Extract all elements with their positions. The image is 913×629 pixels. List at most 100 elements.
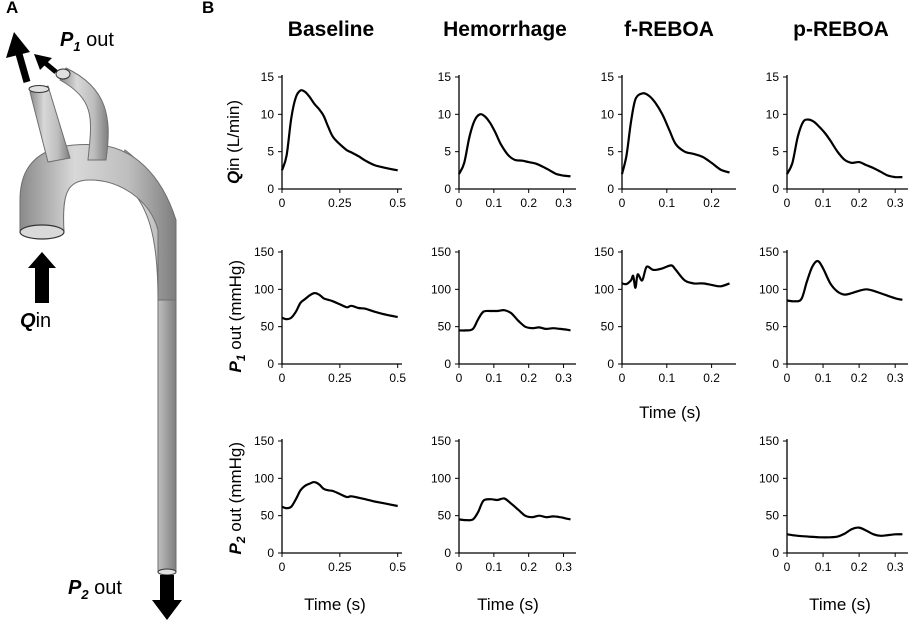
qin-arrow-icon [28, 252, 56, 303]
x-tick-label: 0.2 [703, 196, 720, 210]
x-tick-label: 0.2 [520, 196, 537, 210]
y-tick-label: 10 [438, 107, 452, 121]
y-tick-label: 15 [438, 70, 452, 84]
p1-out-label: P1 out [60, 29, 114, 54]
y-tick-label: 5 [267, 145, 274, 159]
x-tick-label: 0 [784, 196, 791, 210]
y-tick-label: 15 [601, 70, 615, 84]
y-tick-label: 0 [444, 357, 451, 371]
time-label-baseline: Time (s) [304, 595, 366, 614]
p2-out-label: P2 out [68, 577, 122, 602]
y-tick-label: 0 [607, 182, 614, 196]
y-tick-label: 0 [444, 546, 451, 560]
chart-q-preboa: 0 5 10 15 0 0.1 0.2 0.3 [766, 70, 908, 210]
panel-label-a: A [6, 0, 19, 17]
qin-label: Qin [20, 310, 52, 332]
column-title-f-reboa: f-REBOA [624, 18, 714, 41]
y-tick-label: 0 [607, 357, 614, 371]
series-line-p1 [621, 264, 730, 289]
p1-out-arrow-small-icon [34, 54, 58, 74]
x-tick-label: 0 [619, 196, 626, 210]
x-tick-label: 0.3 [887, 196, 904, 210]
x-tick-label: 0.3 [555, 560, 572, 574]
column-title-hemorrhage: Hemorrhage [443, 18, 567, 41]
x-tick-label: 0 [619, 371, 626, 385]
panel-label-b: B [202, 0, 215, 17]
y-tick-label: 150 [759, 434, 779, 448]
series-line-p2 [281, 480, 398, 510]
y-tick-label: 10 [766, 107, 780, 121]
y-tick-label: 10 [601, 107, 615, 121]
x-tick-label: 0.25 [328, 371, 352, 385]
y-tick-label: 50 [438, 509, 452, 523]
y-tick-label: 15 [766, 70, 780, 84]
time-label-f-reboa: Time (s) [639, 403, 701, 422]
y-tick-label: 100 [254, 282, 274, 296]
p1-out-arrow-icon [6, 32, 31, 83]
series-line-p2 [786, 526, 903, 539]
chart-p1-hemorrhage: 0 50 100 150 0 0.1 0.2 0.3 [431, 245, 576, 385]
x-tick-label: 0.1 [658, 196, 675, 210]
chart-p2-preboa: 0 50 100 150 0 0.1 0.2 0.3 [759, 434, 908, 574]
x-tick-label: 0.3 [555, 371, 572, 385]
x-tick-label: 0.5 [389, 371, 406, 385]
aorta-model [6, 32, 182, 620]
series-line-p1 [458, 309, 571, 332]
y-tick-label: 15 [261, 70, 275, 84]
y-tick-label: 50 [766, 509, 780, 523]
chart-p1-freboa: 0 50 100 150 0 0.1 0.2 [594, 245, 736, 385]
y-tick-label: 5 [607, 145, 614, 159]
y-tick-label: 150 [594, 245, 614, 259]
x-tick-label: 0 [279, 196, 286, 210]
x-tick-label: 0.1 [658, 371, 675, 385]
y-tick-label: 10 [261, 107, 275, 121]
y-tick-label: 150 [759, 245, 779, 259]
x-tick-label: 0 [456, 371, 463, 385]
y-tick-label: 0 [267, 546, 274, 560]
y-tick-label: 0 [444, 182, 451, 196]
chart-q-freboa: 0 5 10 15 0 0.1 0.2 [601, 70, 736, 210]
x-tick-label: 0.2 [520, 560, 537, 574]
y-tick-label: 100 [431, 471, 451, 485]
y-tick-label: 150 [254, 434, 274, 448]
chart-q-baseline: 0 5 10 15 0 0.25 0.5 [261, 70, 407, 210]
x-tick-label: 0 [784, 560, 791, 574]
x-tick-label: 0.2 [851, 371, 868, 385]
x-tick-label: 0 [456, 560, 463, 574]
series-line-p2 [458, 497, 571, 522]
x-tick-label: 0.25 [328, 196, 352, 210]
y-tick-label: 100 [759, 282, 779, 296]
y-tick-label: 5 [772, 145, 779, 159]
y-tick-label: 100 [594, 282, 614, 296]
x-tick-label: 0 [279, 560, 286, 574]
x-tick-label: 0.1 [486, 196, 503, 210]
x-tick-label: 0.1 [815, 560, 832, 574]
series-line-p1 [281, 291, 398, 321]
x-tick-label: 0.2 [703, 371, 720, 385]
x-tick-label: 0 [279, 371, 286, 385]
p2-out-arrow-icon [152, 575, 182, 620]
series-line-qin [458, 113, 571, 178]
y-tick-label: 150 [254, 245, 274, 259]
x-tick-label: 0.2 [520, 371, 537, 385]
y-tick-label: 150 [431, 245, 451, 259]
x-tick-label: 0.2 [851, 196, 868, 210]
x-tick-label: 0.3 [887, 560, 904, 574]
y-tick-label: 0 [267, 182, 274, 196]
aorta-vessel [19, 67, 177, 576]
y-tick-label: 50 [438, 320, 452, 334]
x-tick-label: 0.1 [815, 371, 832, 385]
series-line-qin [620, 92, 730, 175]
y-tick-label: 50 [601, 320, 615, 334]
series-line-p1 [786, 259, 903, 303]
x-tick-label: 0.1 [815, 196, 832, 210]
y-tick-label: 100 [431, 282, 451, 296]
chart-p2-hemorrhage: 0 50 100 150 0 0.1 0.2 0.3 [431, 434, 576, 574]
series-line-qin [786, 118, 903, 179]
y-tick-label: 0 [772, 546, 779, 560]
y-tick-label: 5 [444, 145, 451, 159]
time-label-p-reboa: Time (s) [809, 595, 871, 614]
x-tick-label: 0.5 [389, 196, 406, 210]
chart-p1-preboa: 0 50 100 150 0 0.1 0.2 0.3 [759, 245, 908, 385]
